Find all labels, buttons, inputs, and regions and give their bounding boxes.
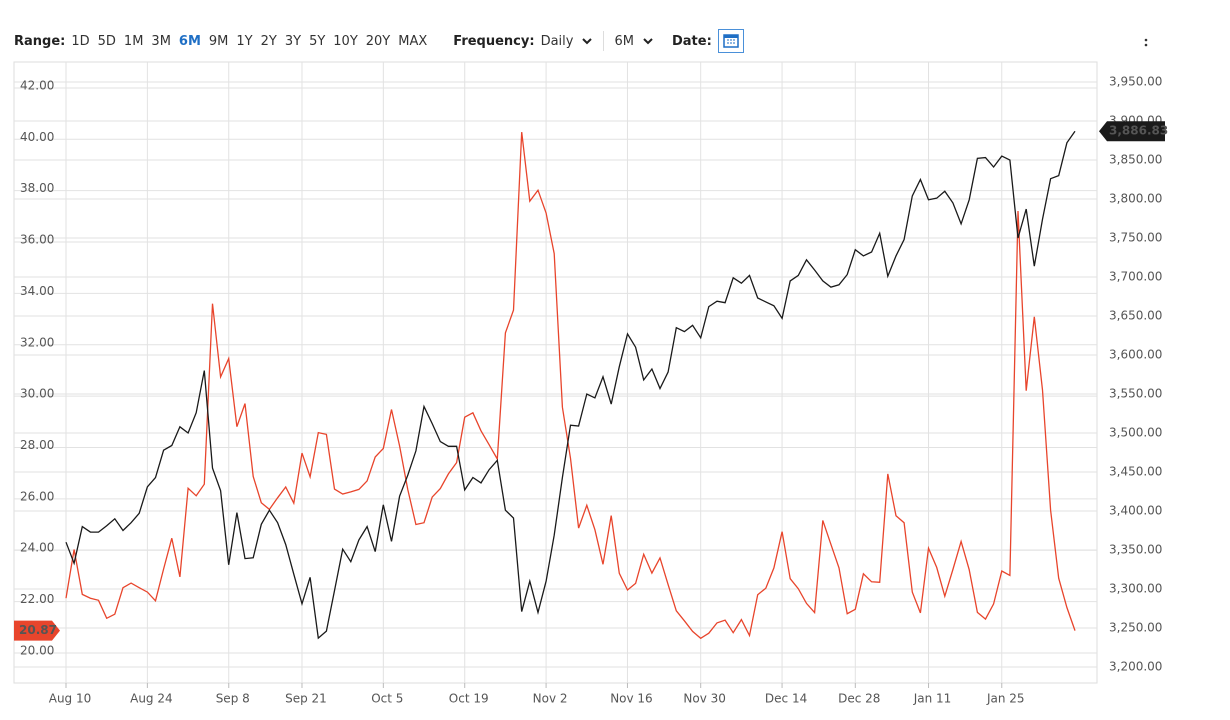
y2-tick-label: 3,600.00	[1109, 347, 1162, 361]
x-tick-label: Jan 25	[986, 692, 1025, 706]
x-tick-label: Oct 5	[371, 692, 403, 706]
range-option[interactable]: 10Y	[333, 33, 358, 49]
y2-tick-label: 3,450.00	[1109, 464, 1162, 478]
y2-tick-label: 3,750.00	[1109, 230, 1162, 244]
end-label: 3,886.83	[1109, 124, 1168, 138]
x-tick-label: Oct 19	[449, 692, 489, 706]
y-tick-label: 30.00	[20, 387, 54, 401]
y2-tick-label: 3,200.00	[1109, 660, 1162, 674]
series-line	[65, 130, 1076, 640]
x-tick-label: Sep 8	[216, 692, 250, 706]
menu-icon	[1144, 38, 1148, 47]
date-label: Date:	[671, 33, 712, 49]
y-tick-label: 40.00	[20, 130, 54, 144]
y-tick-label: 20.00	[20, 643, 54, 657]
y2-tick-label: 3,350.00	[1109, 543, 1162, 557]
range-option[interactable]: 1D	[71, 33, 90, 49]
y2-tick-label: 3,400.00	[1109, 503, 1162, 517]
y2-tick-label: 3,250.00	[1109, 621, 1162, 635]
range-options: 1D 5D 1M 3M 6M 9M 1Y 2Y 3Y 5Y 10Y 20Y MAX	[71, 34, 435, 49]
x-tick-label: Nov 16	[610, 692, 653, 706]
frequency-select[interactable]: Daily	[540, 33, 574, 49]
range-option[interactable]: 1M	[123, 33, 144, 49]
end-badge	[1099, 121, 1165, 142]
y-tick-label: 36.00	[20, 233, 54, 247]
chevron	[643, 38, 653, 45]
y-tick-label: 42.00	[20, 78, 54, 92]
y-tick-label: 38.00	[20, 181, 54, 195]
y2-tick-label: 3,500.00	[1109, 425, 1162, 439]
series-line	[65, 132, 1076, 640]
range-option[interactable]: 1Y	[236, 33, 253, 49]
range-option[interactable]: 6M	[178, 33, 201, 49]
x-tick-label: Aug 10	[49, 692, 92, 706]
y2-tick-label: 3,800.00	[1109, 191, 1162, 205]
plot-frame	[13, 61, 1098, 684]
y-tick-label: 26.00	[20, 489, 54, 503]
x-tick-label: Aug 24	[130, 692, 173, 706]
range-option[interactable]: 20Y	[365, 33, 391, 49]
x-tick-label: Dec 28	[838, 692, 880, 706]
chevron	[582, 38, 593, 45]
y2-tick-label: 3,850.00	[1109, 152, 1162, 166]
y-tick-label: 32.00	[20, 335, 54, 349]
range-option[interactable]: 3Y	[284, 33, 302, 49]
range-option[interactable]: 3M	[151, 33, 171, 49]
end-label: 20.87	[19, 623, 57, 637]
y-tick-label: 34.00	[20, 284, 54, 298]
toolbar: Range: 1D 5D 1M 3M 6M 9M 1Y 2Y 3Y 5Y 10Y 20Y MAX Fre…	[14, 29, 744, 53]
range-option[interactable]: 5D	[97, 33, 116, 49]
y2-tick-label: 3,700.00	[1109, 269, 1162, 283]
range-label: Range:	[14, 33, 66, 49]
y2-tick-label: 3,900.00	[1109, 113, 1162, 127]
x-tick-label: Nov 2	[533, 692, 568, 706]
x-tick-label: Nov 30	[683, 692, 726, 706]
range-option[interactable]: 2Y	[260, 33, 277, 49]
x-tick-label: Jan 11	[913, 692, 952, 706]
frequency-label: Frequency:	[453, 33, 535, 49]
period-select[interactable]: 6M	[614, 33, 634, 49]
y2-tick-label: 3,650.00	[1109, 308, 1162, 322]
calendar-button[interactable]	[717, 29, 744, 53]
y-tick-label: 22.00	[20, 592, 54, 606]
y-tick-label: 24.00	[20, 541, 54, 555]
y2-tick-label: 3,300.00	[1109, 582, 1162, 596]
x-tick-label: Dec 14	[765, 692, 807, 706]
end-badge	[14, 620, 60, 641]
range-option[interactable]: 9M	[208, 33, 229, 49]
y2-tick-label: 3,950.00	[1109, 74, 1162, 88]
x-tick-label: Sep 21	[285, 692, 327, 706]
range-option[interactable]: 5Y	[309, 33, 326, 49]
y-tick-label: 28.00	[20, 438, 54, 452]
y2-tick-label: 3,550.00	[1109, 386, 1162, 400]
range-option[interactable]: MAX	[398, 33, 428, 49]
